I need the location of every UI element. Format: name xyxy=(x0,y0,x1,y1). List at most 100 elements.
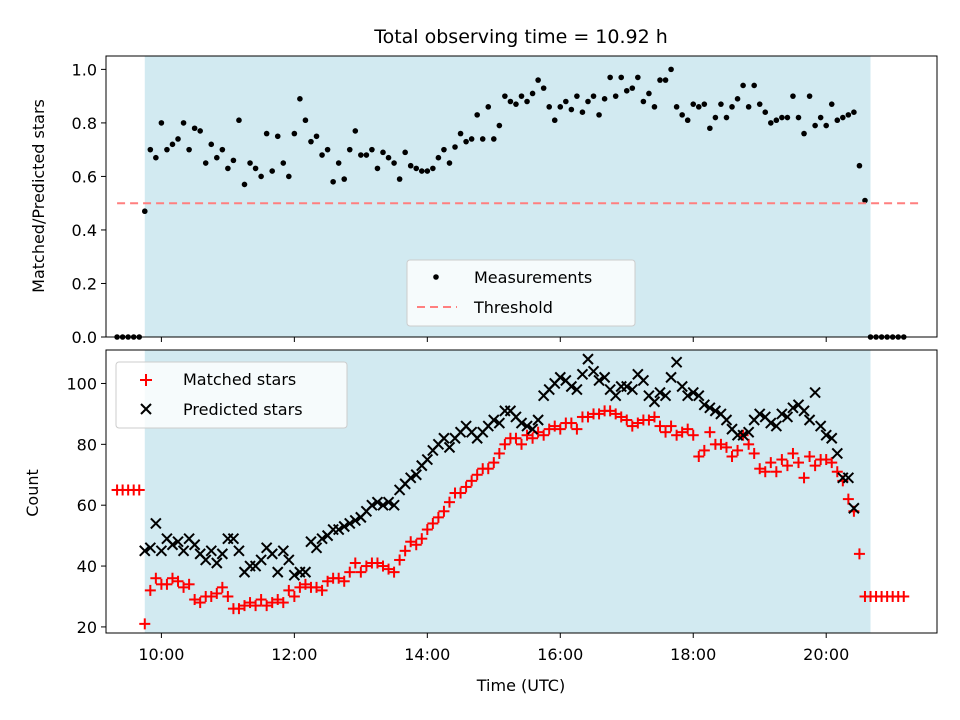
measurement-point xyxy=(684,117,691,124)
predicted-star-point xyxy=(687,386,699,399)
predicted-star-point xyxy=(377,499,389,511)
predicted-star-point xyxy=(826,432,838,444)
x-tick-label: 20:00 xyxy=(803,645,849,664)
count-legend: Matched stars Predicted stars xyxy=(115,361,348,429)
predicted-star-point xyxy=(366,499,378,511)
matched-star-point xyxy=(277,597,289,609)
matched-star-point xyxy=(621,414,633,426)
matched-star-point xyxy=(432,511,444,523)
y-tick-label: 0.4 xyxy=(72,221,97,240)
x-tick-label: 16:00 xyxy=(537,645,583,664)
measurement-point xyxy=(718,101,724,107)
matched-star-point xyxy=(421,524,433,536)
measurement-point xyxy=(540,85,547,91)
matched-star-point xyxy=(250,600,262,612)
matched-star-point xyxy=(493,447,505,459)
ratio-x-ticks xyxy=(160,337,827,342)
count-y-ticks: 20 40 60 80 100 xyxy=(66,374,106,637)
measurement-point xyxy=(612,93,619,99)
measurement-point xyxy=(158,120,165,126)
matched-star-point xyxy=(183,578,195,590)
matched-star-point xyxy=(349,557,361,569)
measurement-point xyxy=(679,112,685,118)
predicted-star-point xyxy=(809,386,821,399)
matched-star-point xyxy=(671,429,683,441)
ratio-y-axis-label: Matched/Predicted stars xyxy=(29,99,48,293)
predicted-star-point xyxy=(709,405,722,417)
matched-star-point xyxy=(427,517,439,529)
predicted-star-point xyxy=(388,499,400,511)
measurement-point xyxy=(856,162,863,169)
measurement-point xyxy=(363,152,370,158)
y-tick-label: 0.8 xyxy=(72,114,97,133)
measurement-point xyxy=(662,77,669,83)
matched-star-point xyxy=(133,484,145,496)
x-tick-label: 10:00 xyxy=(138,645,184,664)
matched-star-point xyxy=(826,457,838,469)
matched-star-point xyxy=(582,411,594,423)
measurement-point xyxy=(574,93,580,99)
matched-star-point xyxy=(565,417,577,429)
predicted-star-point xyxy=(338,520,350,533)
measurement-point xyxy=(164,146,170,153)
matched-star-point xyxy=(482,463,494,475)
matched-star-point xyxy=(488,457,500,469)
matched-star-point xyxy=(455,487,467,499)
measurement-point xyxy=(197,128,203,134)
measurement-point xyxy=(186,146,192,153)
matched-star-point xyxy=(311,581,323,593)
matched-star-point xyxy=(272,594,284,606)
measurement-point xyxy=(651,104,658,110)
matched-star-point xyxy=(344,566,356,578)
measurement-point xyxy=(823,122,829,129)
measurement-point xyxy=(563,98,569,105)
predicted-star-point xyxy=(659,389,672,402)
matched-star-point xyxy=(682,423,694,435)
measurement-point xyxy=(424,168,431,174)
predicted-star-point xyxy=(521,420,533,432)
measurement-point xyxy=(601,96,608,102)
measurement-point xyxy=(308,138,314,145)
predicted-star-point xyxy=(554,371,566,384)
matched-star-point xyxy=(299,578,311,590)
measurement-point xyxy=(756,101,763,107)
measurement-point xyxy=(729,104,735,110)
legend-measurements-label: Measurements xyxy=(474,268,592,287)
predicted-star-point xyxy=(266,548,278,560)
legend-matched-marker xyxy=(140,374,152,386)
predicted-star-point xyxy=(720,414,733,426)
measurement-point xyxy=(840,114,846,121)
measurement-point xyxy=(745,104,752,110)
matched-star-point xyxy=(189,594,201,606)
predicted-star-point xyxy=(576,368,589,381)
x-tick-label: 12:00 xyxy=(271,645,317,664)
predicted-star-point xyxy=(676,380,688,393)
measurement-point xyxy=(762,109,769,115)
predicted-star-point xyxy=(310,542,323,554)
measurement-point xyxy=(695,104,702,110)
matched-star-point xyxy=(593,408,605,420)
count-axes-frame xyxy=(105,349,938,634)
measurement-point xyxy=(751,82,757,89)
measurement-point xyxy=(690,101,697,107)
measurement-point xyxy=(834,117,841,124)
measurement-point xyxy=(629,85,636,91)
predicted-star-point xyxy=(582,353,594,365)
matched-star-point xyxy=(665,420,677,432)
measurement-point xyxy=(784,114,791,121)
measurement-point xyxy=(191,125,198,132)
measurement-point xyxy=(258,173,264,180)
matched-star-point xyxy=(460,481,472,493)
chart-title: Total observing time = 10.92 h xyxy=(373,26,668,48)
predicted-star-point xyxy=(200,554,212,566)
matched-star-point xyxy=(648,411,660,423)
matched-star-point xyxy=(726,451,738,463)
predicted-star-point xyxy=(814,420,827,432)
predicted-star-point xyxy=(842,472,855,484)
predicted-star-point xyxy=(665,371,677,384)
predicted-star-point xyxy=(421,453,434,466)
matched-star-point xyxy=(604,405,616,417)
matched-star-point xyxy=(266,597,278,609)
matched-star-point xyxy=(222,590,234,602)
